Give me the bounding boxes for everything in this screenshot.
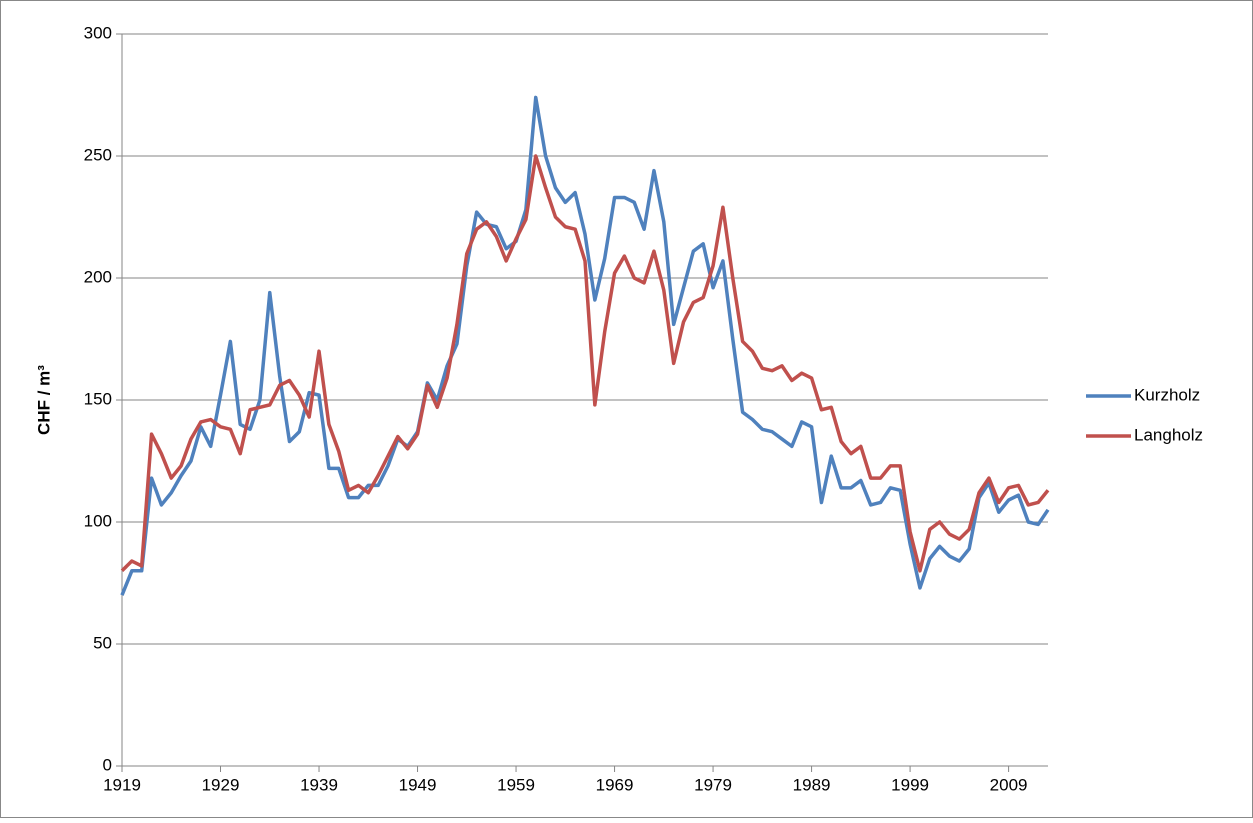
x-tick-label: 2009 [990, 775, 1028, 794]
series-line [120, 154, 1050, 573]
x-tick-label: 1959 [497, 775, 535, 794]
y-tick-label: 100 [84, 511, 112, 530]
x-tick-label: 1919 [103, 775, 141, 794]
legend-label: Kurzholz [1134, 385, 1200, 404]
x-tick-label: 1949 [399, 775, 437, 794]
y-axis-label: CHF / m³ [34, 365, 53, 435]
legend-label: Langholz [1134, 425, 1203, 444]
x-tick-label: 1979 [694, 775, 732, 794]
y-tick-label: 150 [84, 389, 112, 408]
x-tick-label: 1989 [793, 775, 831, 794]
y-tick-label: 50 [93, 633, 112, 652]
series-line [120, 95, 1050, 596]
x-tick-label: 1939 [300, 775, 338, 794]
y-tick-label: 250 [84, 145, 112, 164]
x-tick-label: 1969 [596, 775, 634, 794]
x-tick-label: 1999 [891, 775, 929, 794]
y-tick-label: 0 [103, 755, 112, 774]
y-tick-label: 300 [84, 23, 112, 42]
y-tick-label: 200 [84, 267, 112, 286]
x-tick-label: 1929 [202, 775, 240, 794]
